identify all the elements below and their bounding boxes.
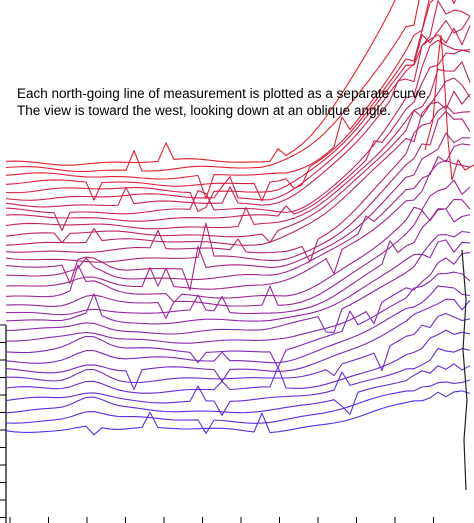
series-line [5,90,471,246]
series-line-edge [461,249,468,491]
series-line [5,39,471,232]
annotation-line-2: The view is toward the west, looking dow… [17,103,391,118]
series-line [5,104,471,263]
series-line [5,198,471,319]
series-line [5,132,470,291]
bottom-axis [9,517,434,523]
series-line [5,0,471,213]
annotation: Each north-going line of measurement is … [17,86,430,118]
series-line [5,179,471,303]
series-line [6,252,471,344]
series-line-spike [424,34,474,181]
series-group [5,0,474,491]
series-line [5,390,471,436]
series-line [5,77,471,244]
series-line [5,159,471,290]
series-line [5,0,420,173]
series-line [5,25,471,208]
series-line [5,285,471,364]
series-line [5,230,471,325]
series-line [5,61,471,230]
series-line [5,49,471,222]
series-line [5,143,471,280]
annotation-line-1: Each north-going line of measurement is … [17,86,430,101]
left-axis [0,324,7,523]
series-line [5,379,471,434]
series-line [5,208,471,316]
series-line [5,347,471,416]
series-line [5,363,471,415]
series-line [5,271,471,369]
series-line [5,329,471,394]
series-line [6,312,471,384]
series-line [5,0,396,166]
series-line [5,0,430,199]
series-line [5,298,471,390]
series-line [5,239,471,335]
series-line [5,0,456,202]
series-line [5,15,471,201]
